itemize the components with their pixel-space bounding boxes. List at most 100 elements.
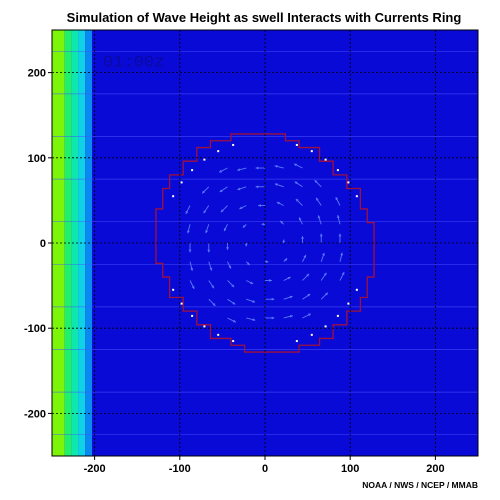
current-vector-head	[211, 285, 214, 289]
y-tick-label: -200	[24, 408, 46, 420]
ring-marker	[310, 333, 313, 336]
current-vector-head	[244, 243, 248, 247]
current-vector-head	[307, 313, 311, 317]
current-vector-head	[294, 181, 298, 185]
current-vector-head	[321, 252, 325, 256]
current-vector-head	[269, 279, 272, 282]
current-vector-head	[232, 301, 236, 305]
ring-marker	[295, 143, 298, 146]
ring-marker	[203, 325, 206, 328]
current-vector-head	[338, 233, 342, 237]
ring-marker	[232, 143, 235, 146]
current-vector-head	[188, 249, 192, 253]
ring-marker	[217, 333, 220, 336]
current-vector-head	[212, 302, 216, 306]
current-vector-head	[314, 180, 318, 184]
chart-title: Simulation of Wave Height as swell Inter…	[67, 10, 462, 25]
current-vector-head	[219, 169, 223, 173]
current-vector-head	[185, 210, 189, 214]
swell-band-2	[71, 30, 79, 456]
current-vector-head	[289, 314, 293, 318]
current-vector-head	[223, 228, 227, 232]
current-vector-head	[276, 201, 280, 205]
current-vector-head	[261, 222, 265, 226]
ring-marker	[355, 288, 358, 291]
x-tick-label: 100	[341, 463, 359, 475]
x-tick-label: -100	[169, 463, 191, 475]
credit-text: NOAA / NWS / NCEP / MMAB	[362, 480, 478, 490]
ring-marker	[336, 314, 339, 317]
current-vector-head	[231, 284, 235, 288]
current-vector-head	[220, 209, 224, 213]
y-tick-label: 0	[40, 238, 46, 250]
ring-marker	[324, 325, 327, 328]
current-vector-head	[191, 285, 195, 289]
x-tick-label: 0	[262, 463, 268, 475]
x-axis: -200 -100 0 100 200	[84, 456, 445, 475]
current-vector-head	[316, 197, 319, 201]
current-vector-head	[255, 166, 259, 170]
current-vector-head	[317, 215, 321, 219]
ring-marker	[232, 340, 235, 343]
y-tick-label: 100	[28, 153, 46, 165]
current-vector-head	[246, 262, 250, 266]
current-vector-head	[219, 189, 223, 192]
x-tick-label: 200	[426, 463, 444, 475]
plot-area: 01:00z	[51, 29, 479, 457]
ring-marker	[217, 150, 220, 153]
current-vector-head	[252, 318, 256, 322]
current-vector-head	[202, 190, 206, 194]
current-vector-head	[186, 230, 190, 234]
current-vector-head	[340, 252, 344, 256]
current-vector-head	[205, 230, 209, 234]
current-vector-head	[284, 258, 288, 262]
current-vector-head	[287, 276, 291, 280]
current-vectors	[185, 163, 345, 323]
current-vector-head	[265, 260, 269, 264]
ring-marker	[172, 288, 175, 291]
y-tick-label: 200	[28, 68, 46, 80]
current-vector-head	[271, 297, 275, 301]
current-vector-head	[209, 267, 213, 271]
current-vector-head	[289, 295, 293, 299]
ring-marker	[310, 150, 313, 153]
current-vector-head	[336, 215, 340, 219]
current-vector-head	[335, 197, 339, 201]
ring-marker	[347, 302, 350, 305]
ring-marker	[347, 181, 350, 184]
current-vector-head	[252, 299, 256, 303]
current-vector-head	[323, 272, 327, 276]
current-vector-head	[232, 319, 236, 323]
ring-marker	[180, 302, 183, 305]
current-vector-head	[303, 254, 307, 258]
timestamp-label: 01:00z	[103, 54, 164, 73]
current-vector-head	[237, 168, 241, 172]
ring-marker	[336, 169, 339, 172]
current-vector-head	[280, 220, 284, 224]
ring-marker	[191, 169, 194, 172]
current-vector-head	[228, 265, 232, 269]
current-vector-head	[239, 206, 243, 210]
current-vector-head	[203, 210, 207, 214]
current-vector-head	[294, 163, 298, 167]
current-vector-head	[226, 247, 229, 250]
current-vector-head	[301, 236, 304, 239]
y-axis: 200 100 0 -100 -200	[24, 68, 52, 420]
ring-marker	[203, 158, 206, 161]
current-vector-head	[295, 198, 299, 202]
current-vector-head	[255, 185, 259, 189]
current-vector-head	[242, 224, 246, 228]
ring-marker	[355, 195, 358, 198]
current-vector-head	[298, 217, 302, 221]
y-tick-label: -100	[24, 323, 46, 335]
current-vector-head	[324, 292, 328, 296]
current-vector-head	[271, 316, 275, 320]
ring-marker	[180, 181, 183, 184]
current-vector-head	[307, 294, 311, 297]
current-ring-outline	[155, 133, 375, 353]
current-vector-head	[274, 164, 278, 168]
current-vector-head	[237, 187, 241, 191]
current-vector-head	[190, 267, 194, 271]
current-vector-head	[250, 281, 254, 285]
current-vector-head	[282, 239, 286, 243]
